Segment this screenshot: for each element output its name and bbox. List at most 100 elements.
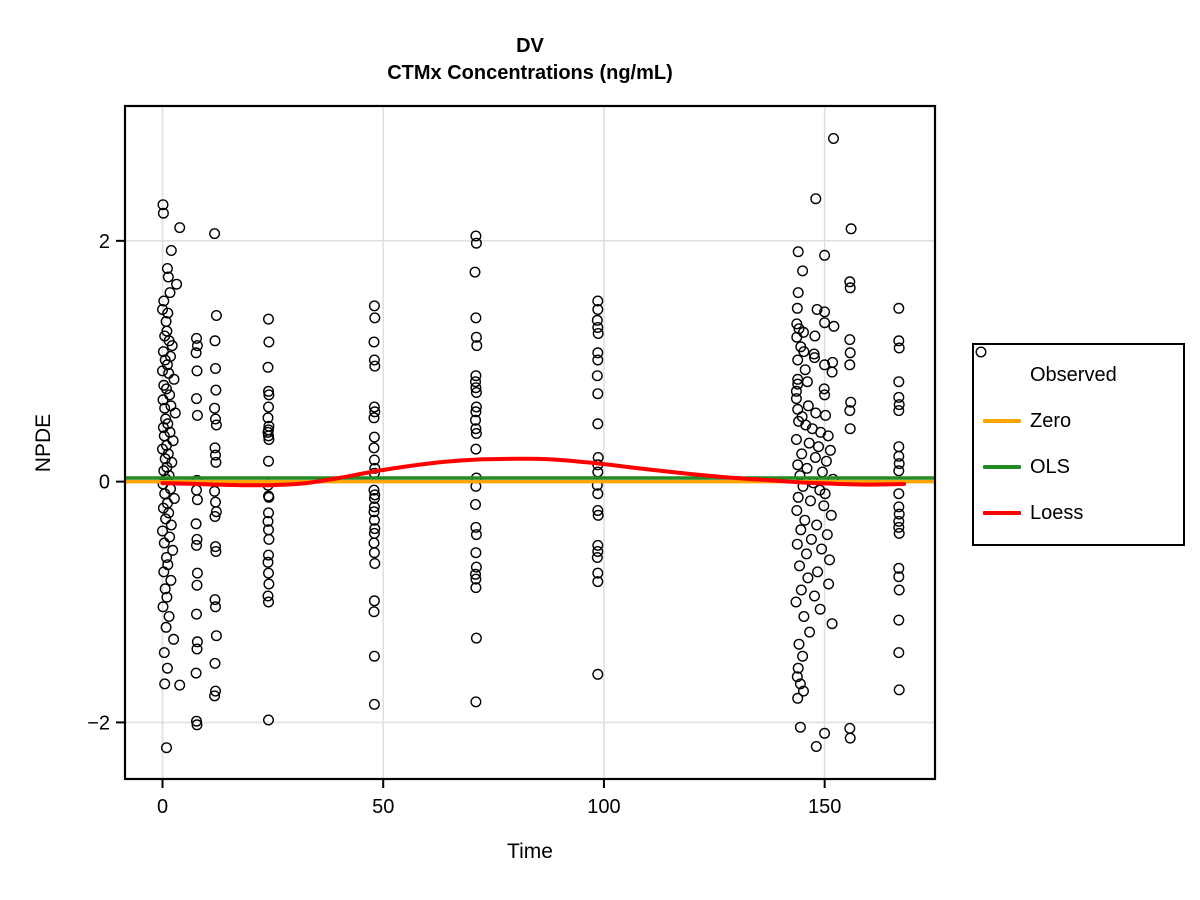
observed-point [792, 246, 804, 258]
chart-title-line2: CTMx Concentrations (ng/mL) [387, 62, 673, 84]
observed-point [893, 501, 905, 513]
observed-point [790, 393, 802, 405]
observed-point [592, 668, 604, 680]
observed-point [592, 509, 604, 521]
observed-point [792, 378, 804, 390]
observed-point [893, 302, 905, 314]
observed-point [158, 379, 170, 391]
legend-label-loess: Loess [1030, 501, 1084, 524]
observed-point [800, 419, 812, 431]
observed-point [210, 546, 222, 558]
observed-point [263, 567, 275, 579]
observed-point [159, 453, 171, 465]
observed-point [190, 608, 202, 620]
observed-point [368, 412, 380, 424]
observed-point [845, 223, 857, 235]
observed-point [209, 690, 221, 702]
zero-line-swatch [974, 419, 1030, 423]
observed-point [160, 621, 172, 633]
observed-point [592, 546, 604, 558]
observed-point [893, 391, 905, 403]
observed-point [469, 266, 481, 278]
observed-point [592, 505, 604, 517]
observed-point [209, 413, 221, 425]
observed-point [191, 494, 203, 506]
observed-point [174, 679, 186, 691]
observed-point [209, 601, 221, 613]
observed-point [368, 442, 380, 454]
legend-item-observed: Observed [974, 346, 1183, 398]
observed-point [799, 364, 811, 376]
observed-point [158, 566, 170, 578]
observed-point [263, 491, 275, 503]
observed-point [164, 531, 176, 543]
observed-point [893, 515, 905, 527]
observed-point [158, 295, 170, 307]
observed-point [262, 426, 274, 438]
observed-point [168, 373, 180, 385]
observed-point [470, 370, 482, 382]
observed-point [210, 456, 222, 468]
observed-point [592, 347, 604, 359]
observed-point [791, 538, 803, 550]
observed-point [190, 347, 202, 359]
observed-point [893, 614, 905, 626]
observed-point [156, 365, 168, 377]
observed-point [813, 441, 825, 453]
observed-point [795, 584, 807, 596]
observed-point [801, 376, 813, 388]
observed-point [844, 405, 856, 417]
observed-point [263, 549, 275, 561]
observed-point [893, 405, 905, 417]
observed-point [171, 278, 183, 290]
observed-point [592, 354, 604, 366]
observed-point [844, 347, 856, 359]
observed-point [209, 449, 221, 461]
x-tick-label: 100 [587, 796, 620, 818]
observed-point [191, 340, 203, 352]
observed-point [168, 633, 180, 645]
observed-point [209, 335, 221, 347]
observed-point [159, 678, 171, 690]
legend-box: Observed Zero OLS Loess [972, 343, 1185, 546]
observed-point [191, 567, 203, 579]
observed-point [160, 513, 172, 525]
observed-point [790, 596, 802, 608]
observed-point [797, 265, 809, 277]
observed-point [209, 442, 221, 454]
observed-point [159, 583, 171, 595]
observed-point [819, 389, 831, 401]
observed-point [790, 434, 802, 446]
x-tick-label: 150 [808, 796, 841, 818]
observed-point [191, 533, 203, 545]
observed-point [166, 340, 178, 352]
observed-point [210, 384, 222, 396]
observed-point [263, 714, 275, 726]
observed-point [826, 366, 838, 378]
observed-point [792, 662, 804, 674]
observed-point [190, 518, 202, 530]
observed-point [163, 611, 175, 623]
observed-point [169, 407, 181, 419]
observed-point [470, 331, 482, 343]
observed-point [816, 543, 828, 555]
observed-point [470, 401, 482, 413]
observed-point [801, 548, 813, 560]
observed-point [845, 396, 857, 408]
observed-point [168, 493, 180, 505]
observed-point [792, 459, 804, 471]
observed-point [844, 732, 856, 744]
observed-point [262, 556, 274, 568]
observed-point [210, 310, 222, 322]
observed-point [822, 430, 834, 442]
observed-point [803, 437, 815, 449]
observed-point [190, 393, 202, 405]
observed-point [190, 667, 202, 679]
observed-point [796, 448, 808, 460]
observed-point [470, 237, 482, 249]
x-tick-label: 50 [372, 796, 394, 818]
observed-point [802, 572, 814, 584]
observed-point [369, 312, 381, 324]
observed-point [263, 507, 275, 519]
